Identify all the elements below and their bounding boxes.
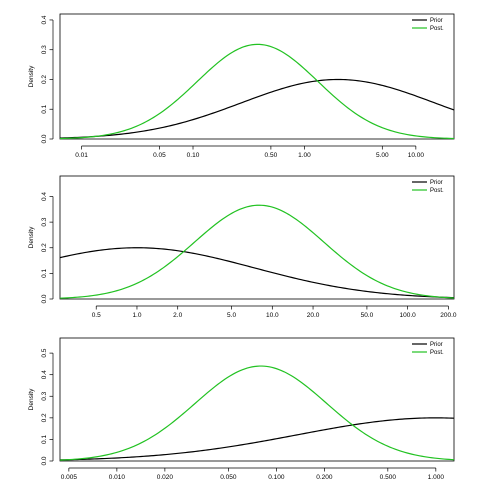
x-tick-label: 0.05	[153, 152, 166, 159]
x-tick-label: 0.100	[268, 474, 285, 480]
panel-1: 0.01 0.05 0.10 0.50 1.00 5.00 10.00 0.0 0.1 0.2 0.…	[28, 13, 455, 159]
x-tick-label: 50.0	[361, 312, 374, 319]
x-tick-label: 0.5	[92, 312, 101, 319]
x-tick-label: 10.0	[266, 312, 279, 319]
legend-entry: Prior	[430, 342, 443, 348]
y-tick-label: 0.1	[41, 268, 48, 277]
y-tick-label: 0.1	[41, 435, 48, 444]
y-tick-label: 0.2	[41, 413, 48, 422]
x-tick-label: 10.00	[408, 152, 425, 159]
legend-entry: Post.	[430, 350, 444, 356]
series-line-post	[59, 204, 455, 299]
y-tick-label: 0.4	[41, 15, 48, 24]
x-tick-label: 0.01	[75, 152, 88, 159]
x-tick-label: 1.00	[298, 152, 311, 159]
series-line-post	[59, 365, 455, 461]
x-tick-label: 0.005	[61, 474, 78, 480]
legend-entry: Prior	[430, 180, 443, 186]
x-tick-label: 0.10	[187, 152, 200, 159]
panel-3: 0.005 0.010 0.020 0.050 0.100 0.200 0.500 1.000…	[28, 337, 455, 480]
x-tick-label: 20.0	[307, 312, 320, 319]
x-tick-label: 1.000	[428, 474, 445, 480]
series-line-prior	[59, 78, 455, 139]
y-tick-label: 0.0	[41, 294, 48, 303]
y-tick-label: 0.0	[41, 134, 48, 143]
y-tick-label: 0.3	[41, 391, 48, 400]
x-tick-label: 5.00	[376, 152, 389, 159]
plot-frame	[59, 13, 455, 140]
y-tick-label: 0.2	[41, 75, 48, 84]
x-tick-label: 1.0	[132, 312, 141, 319]
x-tick-label: 0.200	[316, 474, 333, 480]
y-tick-label: 0.3	[41, 217, 48, 226]
x-tick-label: 100.0	[400, 312, 417, 319]
x-tick-label: 0.050	[220, 474, 237, 480]
plot-frame	[59, 337, 455, 462]
x-tick-label: 0.020	[157, 474, 174, 480]
y-axis-title: Density	[28, 388, 35, 410]
x-tick-label: 5.0	[227, 312, 236, 319]
y-tick-label: 0.4	[41, 370, 48, 379]
y-tick-label: 0.4	[41, 192, 48, 201]
y-axis-title: Density	[28, 65, 35, 87]
series-line-prior	[59, 417, 455, 461]
legend-entry: Post.	[430, 26, 444, 32]
y-axis-title: Density	[28, 226, 35, 248]
panel-2: 0.5 1.0 2.0 5.0 10.0 20.0 50.0 100.0 200.0 0.0 0.1…	[28, 175, 457, 319]
x-tick-label: 0.500	[380, 474, 397, 480]
legend-entry: Prior	[430, 18, 443, 24]
x-tick-label: 2.0	[173, 312, 182, 319]
y-tick-label: 0.5	[41, 348, 48, 357]
x-tick-label: 0.010	[109, 474, 126, 480]
y-tick-label: 0.2	[41, 243, 48, 252]
legend-entry: Post.	[430, 188, 444, 194]
series-line-prior	[59, 247, 455, 299]
x-tick-label: 200.0	[440, 312, 457, 319]
x-tick-label: 0.50	[265, 152, 278, 159]
plot-frame	[59, 175, 455, 300]
series-line-post	[59, 43, 455, 140]
y-tick-label: 0.1	[41, 104, 48, 113]
y-tick-label: 0.0	[41, 456, 48, 465]
y-tick-label: 0.3	[41, 45, 48, 54]
